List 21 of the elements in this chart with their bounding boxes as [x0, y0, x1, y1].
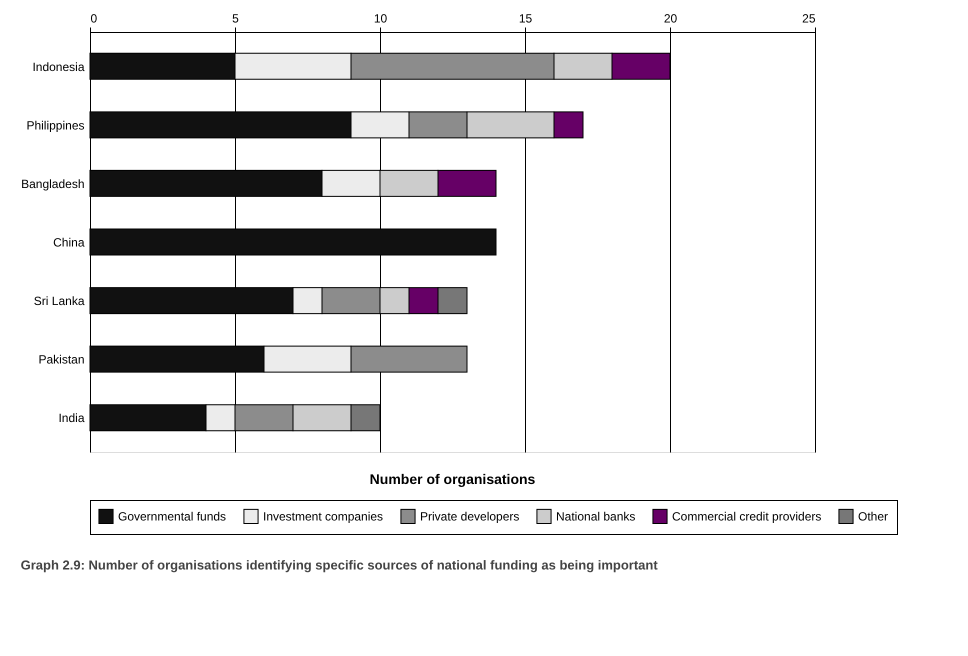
y-tick-label: Indonesia — [32, 60, 85, 74]
x-tick-label: 10 — [374, 12, 388, 26]
y-tick-label: Philippines — [26, 118, 84, 132]
y-tick-label: China — [53, 236, 85, 250]
x-axis-title: Number of organisations — [370, 471, 536, 487]
x-tick-label: 25 — [802, 12, 816, 26]
legend-label: National banks — [556, 509, 636, 524]
x-tick-label: 5 — [232, 12, 240, 26]
legend-label: Private developers — [420, 509, 520, 524]
x-tick-label: 20 — [664, 12, 678, 26]
caption: Graph 2.9: Number of organisations identifying specific sources of national funding as being important — [20, 558, 658, 572]
x-tick-label: 15 — [518, 12, 532, 26]
legend-label: Investment companies — [263, 509, 384, 524]
y-tick-label: Sri Lanka — [34, 294, 85, 308]
legend-label: Commercial credit providers — [672, 509, 822, 524]
x-tick-label: 0 — [90, 12, 98, 26]
y-tick-label: India — [58, 411, 85, 426]
legend-label: Governmental funds — [118, 509, 226, 524]
legend-label: Other — [858, 509, 888, 524]
y-tick-label: Bangladesh — [21, 176, 84, 191]
y-tick-label: Pakistan — [38, 352, 84, 367]
